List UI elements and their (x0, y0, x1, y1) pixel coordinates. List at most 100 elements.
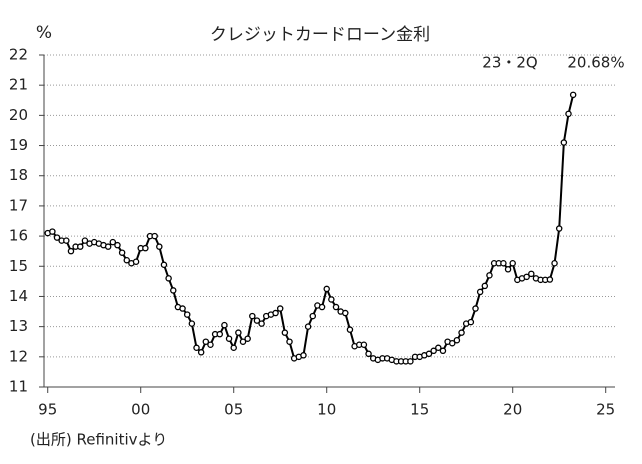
point (360, 341, 368, 348)
point (230, 344, 237, 352)
y-tick-label: 21 (9, 76, 28, 94)
y-axis-label: % (36, 23, 52, 43)
annotation: 20.68% (567, 54, 624, 72)
point (165, 275, 172, 282)
point (467, 318, 475, 326)
point (458, 329, 465, 336)
point (109, 238, 117, 246)
point (309, 312, 317, 320)
point (239, 338, 247, 345)
annotation: 23・2Q (482, 54, 537, 72)
point (193, 344, 200, 352)
point (481, 282, 489, 290)
point (216, 330, 224, 338)
point (272, 309, 279, 317)
point (207, 341, 214, 348)
point (202, 338, 210, 345)
x-tick-label: 20 (503, 401, 522, 419)
point (179, 305, 186, 312)
point (123, 256, 131, 264)
y-tick-label: 13 (9, 317, 28, 335)
chart-title: クレジットカードローン金利 (210, 25, 430, 45)
point (318, 303, 326, 311)
x-tick-label: 05 (224, 401, 243, 419)
point (476, 288, 484, 296)
point (142, 244, 149, 252)
x-tick-label: 95 (38, 401, 57, 419)
point (304, 323, 312, 330)
point (551, 260, 558, 267)
x-tick-label: 15 (410, 401, 429, 419)
point (197, 349, 205, 356)
point (249, 312, 256, 320)
point (53, 234, 61, 241)
point (276, 305, 284, 312)
point (453, 336, 461, 344)
point (449, 339, 456, 347)
point (258, 320, 265, 327)
y-tick-label: 17 (9, 196, 28, 214)
point (435, 344, 442, 352)
point (560, 139, 568, 146)
point (151, 232, 158, 240)
point (286, 338, 293, 345)
point (500, 260, 507, 267)
x-tick-label: 25 (596, 401, 615, 419)
y-tick-label: 18 (9, 166, 28, 184)
point (504, 266, 512, 273)
point (486, 272, 493, 279)
point (346, 326, 354, 333)
point (244, 335, 251, 342)
point (407, 358, 414, 365)
point (300, 352, 307, 359)
y-tick-label: 22 (9, 46, 28, 64)
point (156, 243, 163, 250)
point (235, 329, 242, 336)
point (225, 335, 233, 342)
point (188, 320, 196, 327)
y-tick-label: 11 (9, 378, 28, 396)
point (565, 110, 572, 118)
y-tick-label: 16 (9, 227, 28, 245)
point (67, 247, 75, 255)
x-tick-label: 00 (131, 401, 150, 419)
point (332, 303, 340, 311)
point (425, 350, 433, 358)
point (472, 305, 479, 312)
point (430, 347, 437, 355)
x-tick-label: 10 (317, 401, 336, 419)
point (63, 237, 70, 244)
y-tick-label: 19 (9, 136, 28, 154)
point (528, 270, 535, 278)
point (77, 243, 84, 250)
point (546, 276, 554, 283)
source-note: (出所) Refinitivより (30, 431, 167, 449)
point (342, 309, 349, 317)
y-tick-label: 12 (9, 347, 28, 365)
y-tick-label: 14 (9, 287, 28, 305)
point (81, 237, 89, 244)
point (118, 249, 126, 256)
point (183, 311, 191, 318)
point (523, 273, 530, 281)
point (439, 347, 447, 355)
point (328, 296, 335, 303)
point (221, 321, 228, 329)
point (49, 228, 56, 235)
point (323, 285, 330, 293)
point (569, 91, 577, 99)
point (132, 258, 140, 265)
point (281, 329, 289, 336)
point (253, 317, 261, 324)
point (160, 261, 168, 269)
y-tick-label: 20 (9, 106, 28, 124)
y-tick-label: 15 (9, 257, 28, 275)
point (509, 260, 516, 267)
point (104, 243, 112, 250)
point (555, 225, 563, 232)
point (170, 287, 177, 294)
point (365, 350, 372, 358)
point (114, 241, 121, 249)
